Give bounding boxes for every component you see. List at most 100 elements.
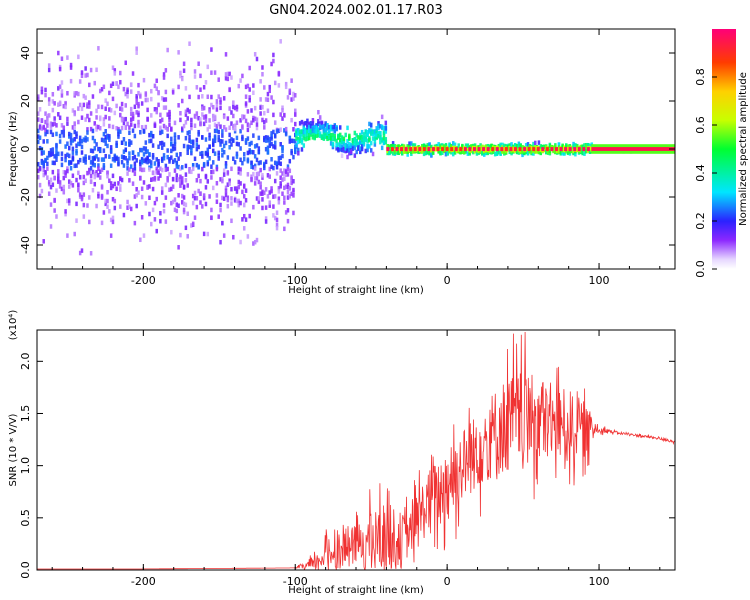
heatmap-cell (246, 158, 250, 164)
heatmap-cell (188, 144, 191, 150)
heatmap-cell (204, 150, 208, 156)
heatmap-cell (162, 153, 166, 158)
heatmap-cell (298, 129, 302, 134)
heatmap-cell (351, 146, 355, 151)
colorbar-ticks: 0.00.20.40.60.8 (694, 68, 717, 278)
heatmap-cell (77, 119, 80, 125)
heatmap-cell (241, 115, 244, 121)
heatmap-cell (290, 138, 293, 144)
heatmap-cell (95, 67, 98, 73)
heatmap-cell (113, 68, 117, 73)
heatmap-cell (400, 151, 404, 156)
heatmap-cell (239, 181, 242, 186)
heatmap-cell (44, 170, 47, 175)
heatmap-cell (170, 136, 173, 142)
heatmap-cell (373, 142, 377, 147)
heatmap-cell (311, 126, 315, 131)
heatmap-cell (162, 75, 166, 80)
heatmap-cell (129, 206, 133, 212)
heatmap-cell (286, 166, 290, 172)
heatmap-cell (38, 182, 42, 188)
heatmap-cell (335, 138, 338, 144)
heatmap-cell (111, 219, 115, 225)
heatmap-cell (67, 145, 71, 151)
heatmap-cell (44, 111, 47, 116)
heatmap-cell (37, 134, 40, 139)
heatmap-cell (49, 224, 53, 229)
heatmap-cell (182, 185, 186, 190)
heatmap-cell (171, 159, 175, 165)
heatmap-cell (259, 97, 262, 102)
heatmap-cell (264, 97, 268, 102)
heatmap-cell (263, 163, 266, 168)
heatmap-cell (295, 130, 298, 135)
heatmap-cell (119, 187, 122, 192)
heatmap-cell (270, 164, 273, 170)
heatmap-cell (279, 39, 282, 44)
heatmap-cell (46, 123, 49, 128)
heatmap-cell (259, 79, 262, 84)
heatmap-cell (144, 140, 148, 145)
heatmap-cell (292, 154, 295, 160)
heatmap-cell (78, 79, 82, 84)
heatmap-cell (179, 178, 182, 184)
heatmap-cell (57, 50, 60, 56)
heatmap-cell (360, 137, 364, 143)
heatmap-peak (472, 147, 476, 152)
heatmap-cell (78, 192, 82, 197)
heatmap-cell (371, 136, 375, 141)
heatmap-cell (290, 191, 293, 197)
heatmap-cell (357, 142, 360, 147)
heatmap-cell (388, 150, 391, 155)
heatmap-cell (248, 65, 251, 71)
heatmap-cell (302, 121, 306, 127)
heatmap-cell (151, 186, 155, 192)
heatmap-cell (302, 129, 306, 135)
heatmap-cell (57, 102, 60, 107)
heatmap-cell (137, 119, 140, 125)
heatmap-cell (583, 143, 586, 148)
heatmap-cell (186, 107, 189, 113)
heatmap-cell (348, 150, 351, 156)
heatmap-cell (246, 172, 250, 177)
heatmap-cell (38, 135, 42, 140)
heatmap-peak (509, 147, 513, 152)
heatmap-cell (322, 132, 326, 138)
heatmap-cell (58, 66, 62, 72)
heatmap-cell (195, 114, 199, 120)
heatmap-cell (424, 150, 428, 156)
heatmap-cell (364, 129, 368, 135)
heatmap-cell (250, 108, 253, 113)
heatmap-cell (104, 137, 107, 143)
heatmap-cell (244, 188, 248, 193)
heatmap-cell (131, 116, 135, 121)
heatmap-cell (168, 117, 171, 122)
heatmap-cell (252, 83, 255, 88)
heatmap-cell (168, 159, 171, 164)
heatmap-cell (470, 144, 473, 149)
heatmap-cell (95, 115, 98, 120)
heatmap-cell (124, 141, 127, 146)
heatmap-cell (411, 146, 415, 151)
snr-ylabel: SNR (10 * V/V) (8, 413, 19, 486)
heatmap-cell (388, 144, 391, 149)
heatmap-cell (384, 137, 388, 142)
heatmap-cell (162, 105, 166, 110)
heatmap-cell (230, 201, 233, 206)
heatmap-cell (346, 143, 349, 149)
heatmap-cell (78, 102, 82, 108)
heatmap-cell (237, 83, 241, 89)
heatmap-cell (395, 150, 398, 155)
heatmap-cell (157, 161, 160, 167)
heatmap-cell (202, 85, 206, 90)
heatmap-cell (286, 164, 290, 169)
heatmap-cell (259, 185, 262, 190)
heatmap-cell (204, 137, 208, 142)
heatmap-cell (302, 143, 306, 148)
heatmap-cell (292, 96, 295, 101)
heatmap-cell (128, 155, 131, 161)
heatmap-cell (322, 123, 326, 129)
heatmap-cell (263, 85, 266, 90)
heatmap-cell (162, 208, 166, 214)
